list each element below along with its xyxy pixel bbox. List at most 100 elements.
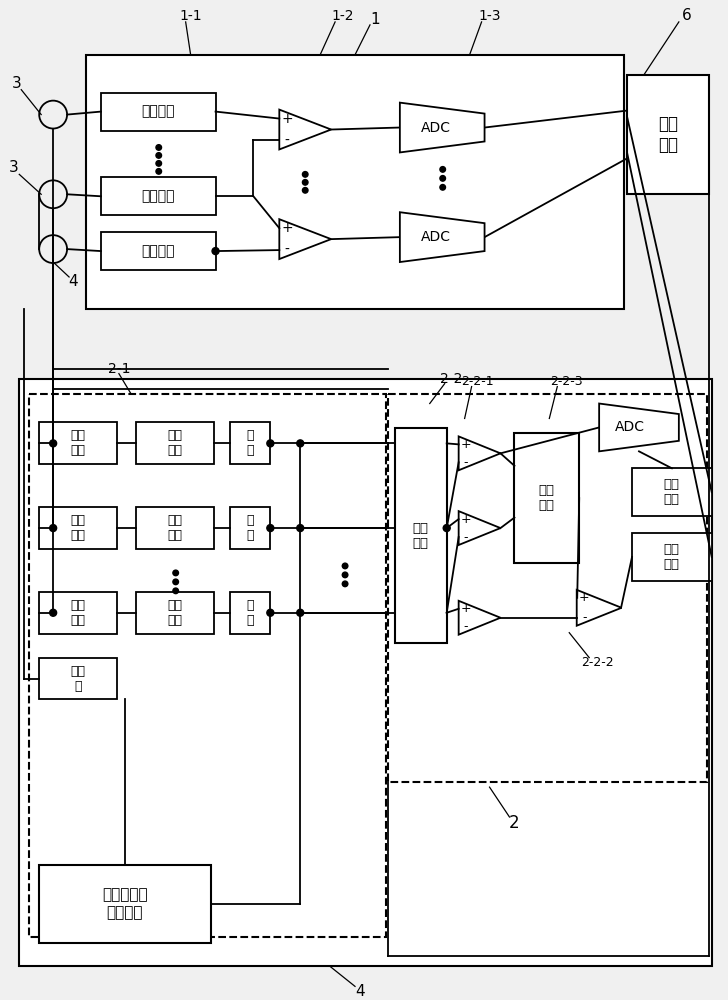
Text: ADC: ADC	[421, 121, 451, 135]
Text: -: -	[464, 531, 468, 544]
Circle shape	[297, 525, 304, 532]
Circle shape	[212, 248, 219, 255]
Bar	[136, 507, 213, 549]
Circle shape	[302, 172, 308, 177]
Circle shape	[342, 563, 348, 569]
Circle shape	[156, 145, 162, 150]
Circle shape	[267, 525, 274, 532]
Circle shape	[156, 169, 162, 174]
Text: 6: 6	[682, 8, 692, 23]
Circle shape	[156, 161, 162, 166]
Text: 限流
电阻: 限流 电阻	[71, 429, 86, 457]
Text: +: +	[460, 438, 471, 451]
Text: 3: 3	[9, 160, 18, 175]
Text: 积分
网络: 积分 网络	[167, 599, 182, 627]
Text: 4: 4	[355, 984, 365, 999]
Bar	[39, 422, 117, 464]
Circle shape	[267, 609, 274, 616]
Circle shape	[443, 525, 450, 532]
Text: 2-2-3: 2-2-3	[550, 375, 582, 388]
Circle shape	[173, 579, 178, 585]
Circle shape	[50, 525, 57, 532]
Text: 2-2-2: 2-2-2	[581, 656, 614, 669]
Circle shape	[440, 185, 446, 190]
Text: 1-1: 1-1	[179, 9, 202, 23]
Circle shape	[156, 153, 162, 158]
Polygon shape	[400, 103, 485, 152]
Circle shape	[173, 570, 178, 576]
Circle shape	[267, 440, 274, 447]
Text: 限流
电阻: 限流 电阻	[71, 599, 86, 627]
Circle shape	[50, 440, 57, 447]
Bar	[627, 75, 709, 194]
Circle shape	[297, 609, 304, 616]
Circle shape	[173, 588, 178, 594]
Bar	[86, 55, 624, 309]
Text: 反相
器: 反相 器	[71, 665, 86, 693]
Text: 选频
电路: 选频 电路	[413, 522, 429, 550]
Bar	[632, 468, 712, 516]
Circle shape	[342, 572, 348, 578]
Text: 4: 4	[68, 274, 78, 289]
Bar	[29, 394, 386, 937]
Text: 2-2-1: 2-2-1	[462, 375, 494, 388]
Text: ADC: ADC	[614, 420, 644, 434]
Text: 隔
直: 隔 直	[247, 429, 254, 457]
Text: 二级
放大: 二级 放大	[664, 478, 680, 506]
Text: 解调
电路: 解调 电路	[664, 543, 680, 571]
Circle shape	[440, 167, 446, 172]
Circle shape	[50, 609, 57, 616]
Circle shape	[302, 180, 308, 185]
Text: +: +	[282, 112, 293, 126]
Polygon shape	[400, 212, 485, 262]
Bar	[39, 507, 117, 549]
Bar	[136, 422, 213, 464]
Circle shape	[297, 440, 304, 447]
Text: 2-1: 2-1	[108, 362, 130, 376]
Text: 1-2: 1-2	[332, 9, 355, 23]
Text: -: -	[464, 620, 468, 633]
Bar	[19, 379, 712, 966]
Text: ADC: ADC	[421, 230, 451, 244]
Polygon shape	[599, 404, 678, 451]
Bar	[39, 658, 117, 699]
Text: 高频激励方
波发生器: 高频激励方 波发生器	[102, 887, 148, 920]
Bar	[231, 422, 270, 464]
Bar	[231, 507, 270, 549]
Text: 前级滤波: 前级滤波	[141, 189, 175, 203]
Text: -: -	[582, 611, 587, 624]
Text: 限流
电阻: 限流 电阻	[71, 514, 86, 542]
Circle shape	[342, 581, 348, 587]
Bar	[136, 592, 213, 634]
Bar	[515, 433, 579, 563]
Text: 积分
网络: 积分 网络	[167, 429, 182, 457]
Bar	[39, 592, 117, 634]
Text: -: -	[285, 133, 290, 147]
Text: +: +	[282, 221, 293, 235]
Text: 3: 3	[12, 76, 21, 91]
Circle shape	[440, 176, 446, 181]
Text: +: +	[579, 591, 590, 604]
Bar	[101, 177, 215, 215]
Bar	[388, 394, 707, 782]
Text: 模拟
开关: 模拟 开关	[539, 484, 555, 512]
Bar	[632, 533, 712, 581]
Text: +: +	[460, 513, 471, 526]
Text: 积分
网络: 积分 网络	[167, 514, 182, 542]
Text: +: +	[460, 602, 471, 615]
Bar	[231, 592, 270, 634]
Bar	[395, 428, 447, 643]
Text: 隔
直: 隔 直	[247, 514, 254, 542]
Text: 微处
理器: 微处 理器	[658, 115, 678, 154]
Text: 前级滤波: 前级滤波	[141, 105, 175, 119]
Text: 2-2: 2-2	[440, 372, 463, 386]
Text: -: -	[464, 456, 468, 469]
Circle shape	[302, 188, 308, 193]
Text: 隔
直: 隔 直	[247, 599, 254, 627]
Text: -: -	[285, 243, 290, 257]
Bar	[101, 93, 215, 131]
Bar	[101, 232, 215, 270]
Text: 1-3: 1-3	[478, 9, 501, 23]
Bar	[39, 865, 210, 943]
Text: 前级滤波: 前级滤波	[141, 244, 175, 258]
